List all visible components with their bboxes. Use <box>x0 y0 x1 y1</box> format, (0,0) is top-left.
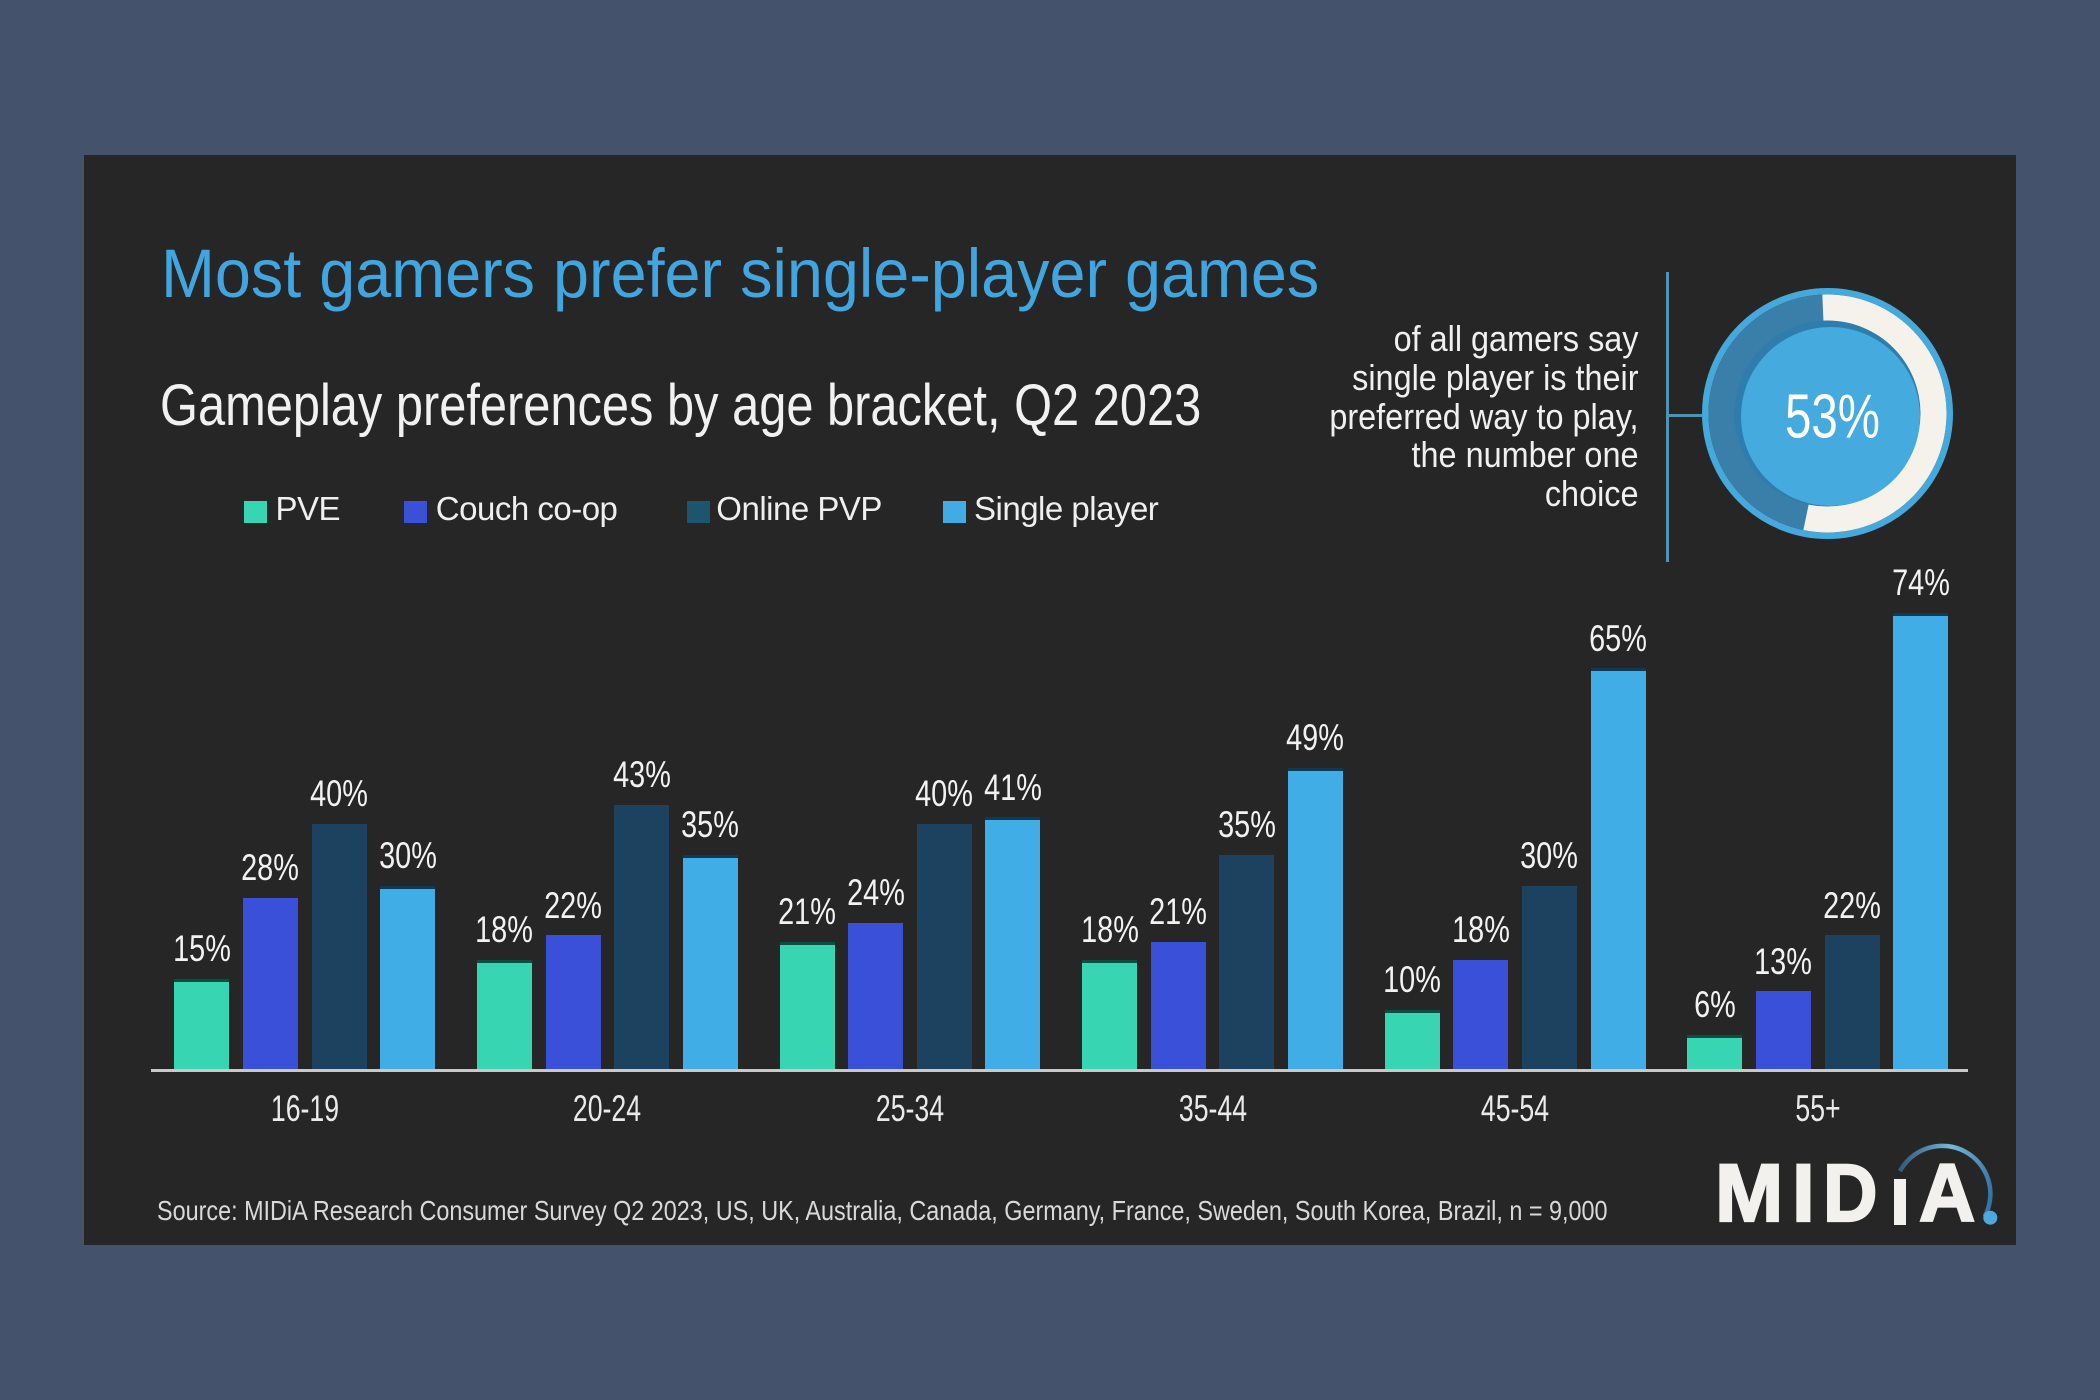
svg-text:53%: 53% <box>1785 383 1880 452</box>
